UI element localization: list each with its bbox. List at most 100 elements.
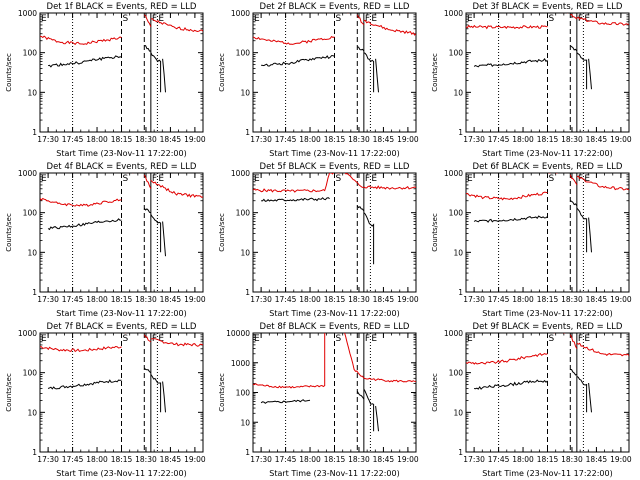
events-rate-line: [576, 207, 588, 253]
y-tick-label: 10: [453, 88, 463, 97]
y-tick-label: 1: [32, 128, 37, 137]
marker-label: S: [123, 174, 129, 184]
y-tick-label: 1000: [231, 169, 250, 178]
x-tick-label: 18:15: [537, 455, 559, 464]
events-rate-line: [375, 406, 379, 432]
y-tick-label: 100: [449, 209, 464, 218]
x-tick-label: 17:30: [37, 455, 59, 464]
y-tick-label: 100: [449, 369, 464, 378]
y-tick-label: 10: [240, 88, 250, 97]
marker-label: E: [371, 174, 377, 184]
lld-rate-line: [40, 197, 122, 207]
lld-rate-line: [466, 352, 548, 365]
x-tick-label: 18:15: [111, 455, 133, 464]
events-rate-line: [150, 214, 162, 253]
y-axis-label: Counts/sec: [218, 53, 226, 92]
events-rate-line: [588, 58, 592, 90]
events-rate-line: [47, 379, 122, 390]
series-group: [253, 173, 416, 265]
marker-label: S: [336, 334, 342, 344]
events-rate-line: [375, 58, 379, 93]
lld-rate-line: [253, 173, 344, 193]
y-tick-label: 10: [240, 418, 250, 427]
detector-panel: Det 1f BLACK = Events, RED = LLD Counts/s…: [0, 0, 213, 160]
y-tick-label: 100: [236, 209, 251, 218]
events-rate-line: [261, 197, 330, 202]
panel-title: Det 8f BLACK = Events, RED = LLD: [260, 322, 410, 332]
lightcurve-plot: Det 8f BLACK = Events, RED = LLD Counts/s…: [218, 322, 419, 478]
x-tick-label: 18:45: [586, 295, 608, 304]
lightcurve-plot: Det 1f BLACK = Events, RED = LLD Counts/s…: [5, 2, 206, 158]
x-tick-label: 18:15: [324, 455, 346, 464]
x-tick-label: 18:00: [86, 455, 108, 464]
x-tick-label: 18:00: [86, 295, 108, 304]
x-tick-label: 18:00: [512, 455, 534, 464]
marker-label: F: [365, 14, 370, 24]
x-tick-label: 19:00: [397, 295, 419, 304]
events-rate-line: [570, 45, 578, 52]
y-tick-label: 1000: [18, 9, 37, 18]
lld-rate-line: [40, 35, 122, 45]
x-tick-label: 18:00: [299, 135, 321, 144]
marker-label: E: [584, 14, 590, 24]
lld-rate-line: [363, 185, 416, 190]
events-rate-line: [47, 218, 122, 231]
x-tick-label: 18:45: [373, 135, 395, 144]
events-rate-line: [162, 58, 166, 93]
x-tick-label: 17:45: [62, 135, 84, 144]
x-axis-label: Start Time (23-Nov-11 17:22:00): [482, 309, 612, 318]
y-tick-label: 100: [236, 389, 251, 398]
x-tick-label: 17:45: [275, 295, 297, 304]
marker-label: S: [549, 14, 555, 24]
y-tick-label: 1: [245, 128, 250, 137]
marker-label: E: [467, 14, 473, 24]
x-tick-label: 18:15: [537, 135, 559, 144]
y-tick-label: 10: [27, 88, 37, 97]
marker-label: E: [41, 174, 47, 184]
lld-rate-line: [576, 175, 629, 191]
x-tick-label: 19:00: [397, 455, 419, 464]
x-tick-label: 19:00: [610, 295, 632, 304]
events-rate-line: [473, 215, 548, 223]
events-rate-line: [150, 52, 162, 93]
marker-label: F: [152, 174, 157, 184]
y-tick-label: 1: [458, 448, 463, 457]
lld-rate-line: [253, 333, 326, 389]
marker-label: F: [578, 334, 583, 344]
x-tick-label: 18:30: [561, 295, 583, 304]
detector-panel: Det 6f BLACK = Events, RED = LLD Counts/s…: [426, 160, 639, 320]
events-rate-line: [260, 399, 311, 404]
y-tick-label: 1: [458, 288, 463, 297]
x-tick-label: 17:30: [463, 295, 485, 304]
y-tick-label: 100: [23, 369, 38, 378]
x-axis-label: Start Time (23-Nov-11 17:22:00): [482, 469, 612, 478]
x-axis-label: Start Time (23-Nov-11 17:22:00): [56, 309, 186, 318]
x-tick-label: 19:00: [184, 295, 206, 304]
x-tick-label: 18:00: [512, 135, 534, 144]
y-tick-label: 100: [23, 49, 38, 58]
y-axis-label: Counts/sec: [5, 53, 13, 92]
y-tick-label: 1000: [231, 9, 250, 18]
panel-title: Det 6f BLACK = Events, RED = LLD: [473, 162, 623, 172]
x-tick-label: 18:45: [160, 455, 182, 464]
panel-title: Det 7f BLACK = Events, RED = LLD: [47, 322, 197, 332]
x-tick-label: 19:00: [397, 135, 419, 144]
y-tick-label: 10: [453, 248, 463, 257]
x-tick-label: 17:45: [488, 295, 510, 304]
x-tick-label: 19:00: [184, 455, 206, 464]
lld-rate-line: [40, 345, 122, 353]
y-tick-label: 1000: [444, 329, 463, 338]
x-tick-label: 17:45: [275, 135, 297, 144]
marker-label: E: [254, 174, 260, 184]
marker-label: E: [467, 174, 473, 184]
marker-label: S: [549, 174, 555, 184]
x-tick-label: 19:00: [610, 455, 632, 464]
panel-title: Det 5f BLACK = Events, RED = LLD: [260, 162, 410, 172]
y-tick-label: 100: [236, 49, 251, 58]
marker-label: F: [152, 14, 157, 24]
y-tick-label: 1: [245, 448, 250, 457]
y-axis-label: Counts/sec: [218, 373, 226, 412]
events-rate-line: [576, 52, 588, 90]
x-tick-label: 18:30: [348, 455, 370, 464]
